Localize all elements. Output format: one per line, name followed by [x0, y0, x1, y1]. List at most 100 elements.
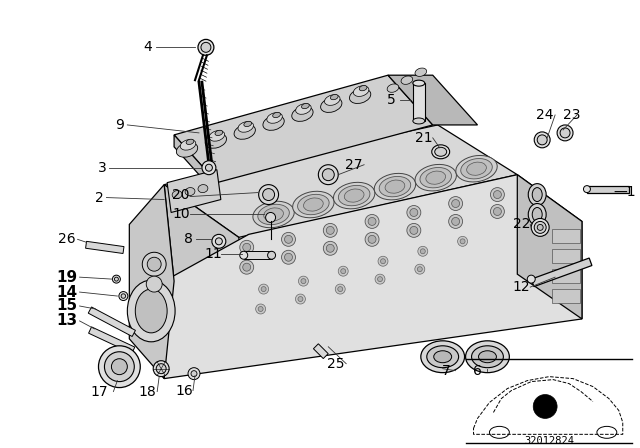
Circle shape [410, 208, 418, 216]
Ellipse shape [198, 39, 214, 55]
Ellipse shape [467, 162, 486, 175]
Text: 14: 14 [56, 284, 77, 300]
Bar [88, 327, 135, 353]
Bar [413, 83, 425, 121]
Polygon shape [129, 185, 174, 379]
Text: 12: 12 [513, 280, 530, 294]
Circle shape [365, 233, 379, 246]
Bar [587, 185, 628, 193]
Circle shape [285, 253, 292, 261]
Circle shape [449, 215, 463, 228]
Bar [314, 344, 328, 358]
Circle shape [243, 263, 251, 271]
Polygon shape [164, 125, 517, 237]
Circle shape [493, 207, 501, 215]
Ellipse shape [264, 208, 284, 221]
Circle shape [407, 206, 421, 220]
Bar [88, 307, 136, 336]
Ellipse shape [209, 130, 225, 141]
Circle shape [285, 235, 292, 243]
Circle shape [326, 226, 334, 234]
Polygon shape [388, 75, 477, 125]
Text: 26: 26 [58, 233, 76, 246]
Text: 17: 17 [91, 384, 108, 399]
Circle shape [449, 197, 463, 211]
Ellipse shape [119, 292, 128, 301]
Circle shape [243, 243, 251, 251]
Ellipse shape [339, 185, 370, 206]
Circle shape [493, 190, 501, 198]
Text: 18: 18 [138, 384, 156, 399]
Text: 20: 20 [172, 188, 190, 202]
Circle shape [188, 368, 200, 379]
Polygon shape [517, 175, 582, 319]
Bar [531, 258, 592, 287]
Circle shape [153, 361, 169, 377]
Ellipse shape [135, 289, 167, 333]
Circle shape [452, 217, 460, 225]
Ellipse shape [330, 95, 338, 100]
Ellipse shape [534, 221, 546, 233]
Text: 16: 16 [175, 383, 193, 397]
Text: 8: 8 [184, 233, 193, 246]
Ellipse shape [113, 275, 120, 283]
Ellipse shape [359, 86, 367, 91]
Ellipse shape [435, 147, 447, 156]
Circle shape [340, 269, 346, 274]
Ellipse shape [268, 251, 276, 259]
Circle shape [410, 226, 418, 234]
Circle shape [338, 266, 348, 276]
Polygon shape [167, 170, 221, 212]
Ellipse shape [186, 139, 194, 145]
Circle shape [296, 294, 305, 304]
Ellipse shape [531, 219, 549, 237]
Ellipse shape [344, 189, 364, 202]
Ellipse shape [267, 113, 282, 123]
Ellipse shape [385, 180, 405, 193]
Ellipse shape [298, 194, 329, 215]
Ellipse shape [253, 201, 294, 228]
Circle shape [258, 306, 263, 311]
Ellipse shape [99, 346, 140, 388]
Ellipse shape [172, 190, 182, 198]
Ellipse shape [537, 224, 543, 230]
Circle shape [146, 276, 162, 292]
Ellipse shape [215, 130, 223, 136]
Text: 7: 7 [442, 364, 451, 378]
Circle shape [259, 284, 269, 294]
Ellipse shape [324, 95, 340, 105]
Ellipse shape [374, 173, 415, 200]
Ellipse shape [198, 185, 208, 193]
Ellipse shape [205, 134, 227, 148]
Circle shape [323, 169, 334, 181]
Ellipse shape [560, 128, 570, 138]
Circle shape [212, 234, 226, 248]
Ellipse shape [472, 346, 504, 368]
Text: 2: 2 [95, 190, 104, 205]
Ellipse shape [238, 122, 253, 132]
Circle shape [240, 240, 253, 254]
Circle shape [375, 274, 385, 284]
Ellipse shape [244, 121, 252, 127]
Text: —1: —1 [614, 185, 636, 198]
Ellipse shape [465, 341, 509, 373]
Ellipse shape [420, 168, 451, 188]
Circle shape [205, 164, 212, 171]
Text: 5: 5 [387, 93, 396, 107]
Ellipse shape [387, 84, 399, 92]
Ellipse shape [557, 125, 573, 141]
Ellipse shape [379, 177, 411, 197]
Ellipse shape [201, 43, 211, 52]
Ellipse shape [234, 125, 255, 139]
Bar [86, 241, 124, 254]
Circle shape [381, 259, 385, 264]
Circle shape [490, 188, 504, 202]
Bar [552, 229, 580, 243]
Ellipse shape [333, 182, 375, 209]
Polygon shape [174, 135, 217, 194]
Bar [552, 249, 580, 263]
Ellipse shape [528, 184, 546, 206]
Bar [244, 251, 271, 259]
Ellipse shape [584, 185, 591, 193]
Text: 9: 9 [115, 118, 124, 132]
